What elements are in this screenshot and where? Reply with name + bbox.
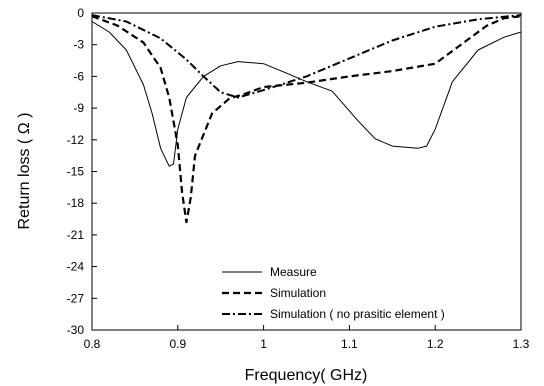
series-line-measure <box>91 21 522 167</box>
y-tick-label: -30 <box>67 323 85 337</box>
x-tick-label: 0.9 <box>169 337 186 351</box>
y-axis-title: Return loss ( Ω ) <box>16 113 33 230</box>
x-tick-label: 1.2 <box>427 337 444 351</box>
series-line-simulation-no-prasitic-element <box>91 14 522 99</box>
y-tick-label: -18 <box>67 196 85 210</box>
x-axis-ticks: 0.8 0.9 1 1.1 1.2 1.3 <box>84 325 530 351</box>
y-tick-label: -21 <box>67 228 85 242</box>
legend-label-simulation: Simulation <box>270 286 326 300</box>
x-tick-label: 0.8 <box>84 337 101 351</box>
y-tick-label: -24 <box>67 260 85 274</box>
x-tick-label: 1.3 <box>513 337 530 351</box>
legend-label-measure: Measure <box>270 265 317 279</box>
y-tick-label: -6 <box>73 69 84 83</box>
y-tick-label: 0 <box>77 6 84 20</box>
x-tick-label: 1 <box>260 337 267 351</box>
x-axis-title: Frequency( GHz) <box>245 367 368 384</box>
legend-label-simulation-no-prasitic-element: Simulation ( no prasitic element ) <box>270 307 445 321</box>
y-tick-label: -3 <box>73 38 84 52</box>
x-tick-label: 1.1 <box>341 337 358 351</box>
series-line-simulation <box>91 15 522 224</box>
y-axis-ticks: 0 -3 -6 -9 -12 -15 -18 -21 -24 -27 -30 <box>67 6 97 337</box>
y-tick-label: -12 <box>67 133 85 147</box>
series-layer <box>91 14 522 224</box>
y-tick-label: -9 <box>73 101 84 115</box>
y-tick-label: -27 <box>67 291 85 305</box>
legend: Measure Simulation Simulation ( no prasiti… <box>222 265 445 321</box>
y-tick-label: -15 <box>67 165 85 179</box>
